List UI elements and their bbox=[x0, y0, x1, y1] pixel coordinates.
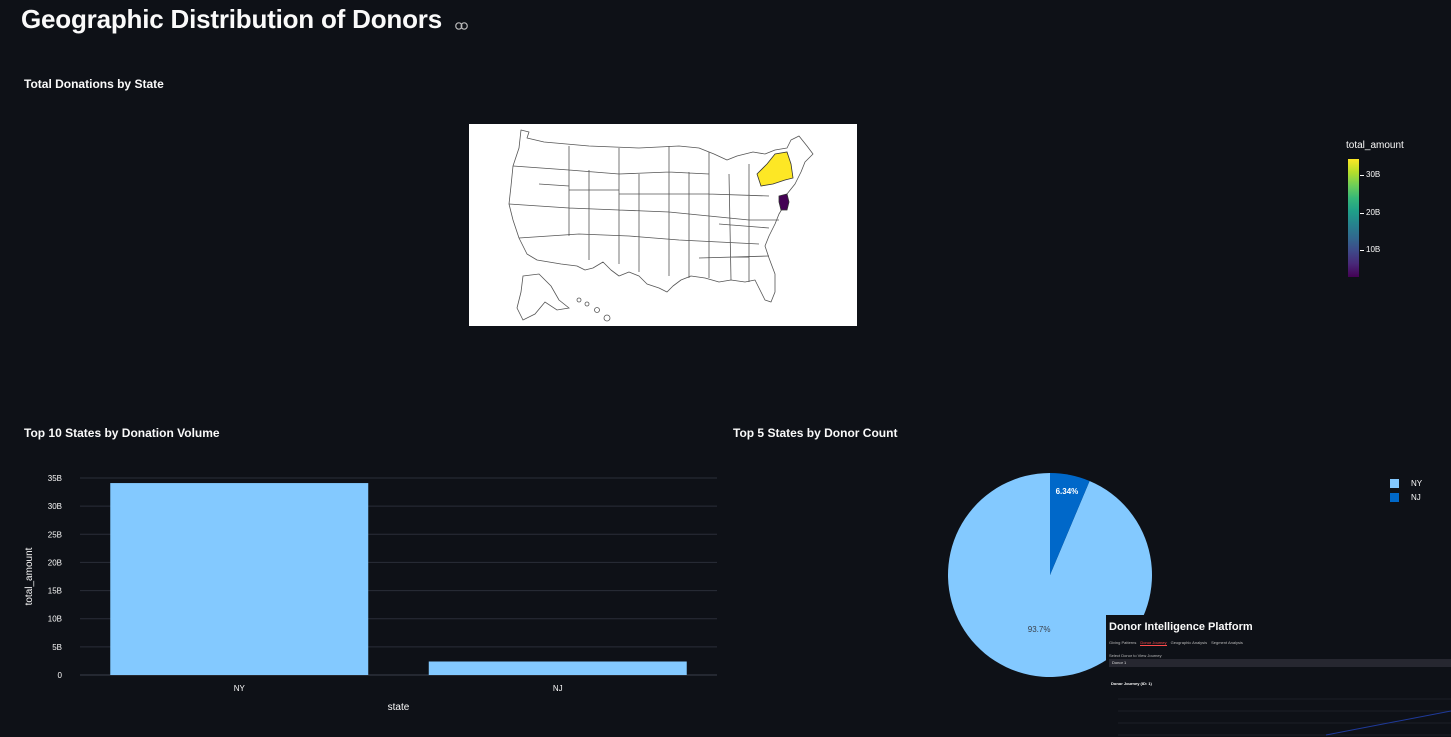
inset-tab-active: Donor Journey bbox=[1140, 640, 1167, 646]
bar-ny bbox=[110, 483, 369, 675]
inset-tab: Geographic Analysis bbox=[1170, 640, 1208, 645]
legend-swatch bbox=[1390, 492, 1399, 502]
state-outline-hawaii bbox=[576, 297, 611, 322]
y-tick-label: 30B bbox=[48, 502, 62, 511]
us-map-svg bbox=[508, 129, 814, 322]
page-title: Geographic Distribution of Donors bbox=[21, 4, 468, 37]
y-tick-label: 15B bbox=[48, 587, 62, 596]
state-outline-alaska bbox=[516, 273, 570, 321]
inset-title: Donor Intelligence Platform bbox=[1109, 621, 1253, 633]
inset-tab: Giving Patterns bbox=[1109, 640, 1137, 645]
page-title-text: Geographic Distribution of Donors bbox=[21, 4, 442, 34]
pie-chart[interactable]: 93.7% 6.34% bbox=[945, 470, 1155, 680]
legend-swatch bbox=[1390, 478, 1399, 488]
legend-label: NY bbox=[1411, 478, 1423, 488]
inset-select: Donor 1 bbox=[1109, 659, 1451, 667]
state-outline-contiguous bbox=[508, 129, 814, 303]
us-choropleth-map[interactable] bbox=[469, 124, 857, 326]
y-tick-label: 25B bbox=[48, 530, 62, 539]
x-axis-title: state bbox=[388, 702, 410, 713]
legend-label: NJ bbox=[1411, 492, 1421, 502]
state-new-jersey bbox=[778, 193, 790, 211]
y-tick-label: 10B bbox=[48, 615, 62, 624]
x-tick-label: NJ bbox=[553, 684, 563, 693]
colorbar-tick: 30B bbox=[1359, 170, 1381, 179]
legend-item-nj[interactable]: NJ bbox=[1390, 490, 1422, 504]
bar-section-title: Top 10 States by Donation Volume bbox=[24, 426, 220, 440]
pie-slice-label: 6.34% bbox=[1056, 487, 1079, 496]
colorbar-title: total_amount bbox=[1346, 140, 1404, 151]
colorbar-gradient bbox=[1348, 159, 1359, 277]
inset-select-label: Select Donor to View Journey bbox=[1109, 653, 1162, 658]
state-new-york bbox=[756, 151, 794, 187]
pie-section-title: Top 5 States by Donor Count bbox=[733, 426, 898, 440]
y-tick-label: 35B bbox=[48, 474, 62, 483]
y-tick-label: 0 bbox=[58, 671, 63, 680]
colorbar-tick: 20B bbox=[1359, 208, 1381, 217]
inset-screenshot: Donor Intelligence Platform Giving Patte… bbox=[1106, 615, 1451, 737]
bar-chart[interactable]: 0 5B 10B 15B 20B 25B 30B 35B NY NJ state total_amou… bbox=[20, 466, 720, 721]
legend-item-ny[interactable]: NY bbox=[1390, 476, 1422, 490]
y-tick-label: 20B bbox=[48, 558, 62, 567]
y-axis-title: total_amount bbox=[24, 547, 35, 605]
inset-chart-title: Donor Journey (ID: 1) bbox=[1111, 681, 1152, 686]
pie-slice-nj bbox=[1050, 473, 1090, 575]
inset-tab: Segment Analysis bbox=[1211, 640, 1243, 645]
x-tick-label: NY bbox=[234, 684, 246, 693]
map-section-title: Total Donations by State bbox=[24, 77, 164, 91]
bar-nj bbox=[428, 661, 687, 675]
pie-slice-label: 93.7% bbox=[1028, 625, 1051, 634]
inset-tab-bar: Giving Patterns Donor Journey Geographic… bbox=[1109, 640, 1243, 646]
y-tick-label: 5B bbox=[52, 643, 62, 652]
colorbar-tick: 10B bbox=[1359, 245, 1381, 254]
pie-legend: NY NJ bbox=[1390, 476, 1422, 504]
inset-plot bbox=[1118, 698, 1451, 736]
colorbar: total_amount 30B 20B 10B bbox=[1330, 138, 1440, 288]
link-icon[interactable] bbox=[455, 6, 468, 37]
